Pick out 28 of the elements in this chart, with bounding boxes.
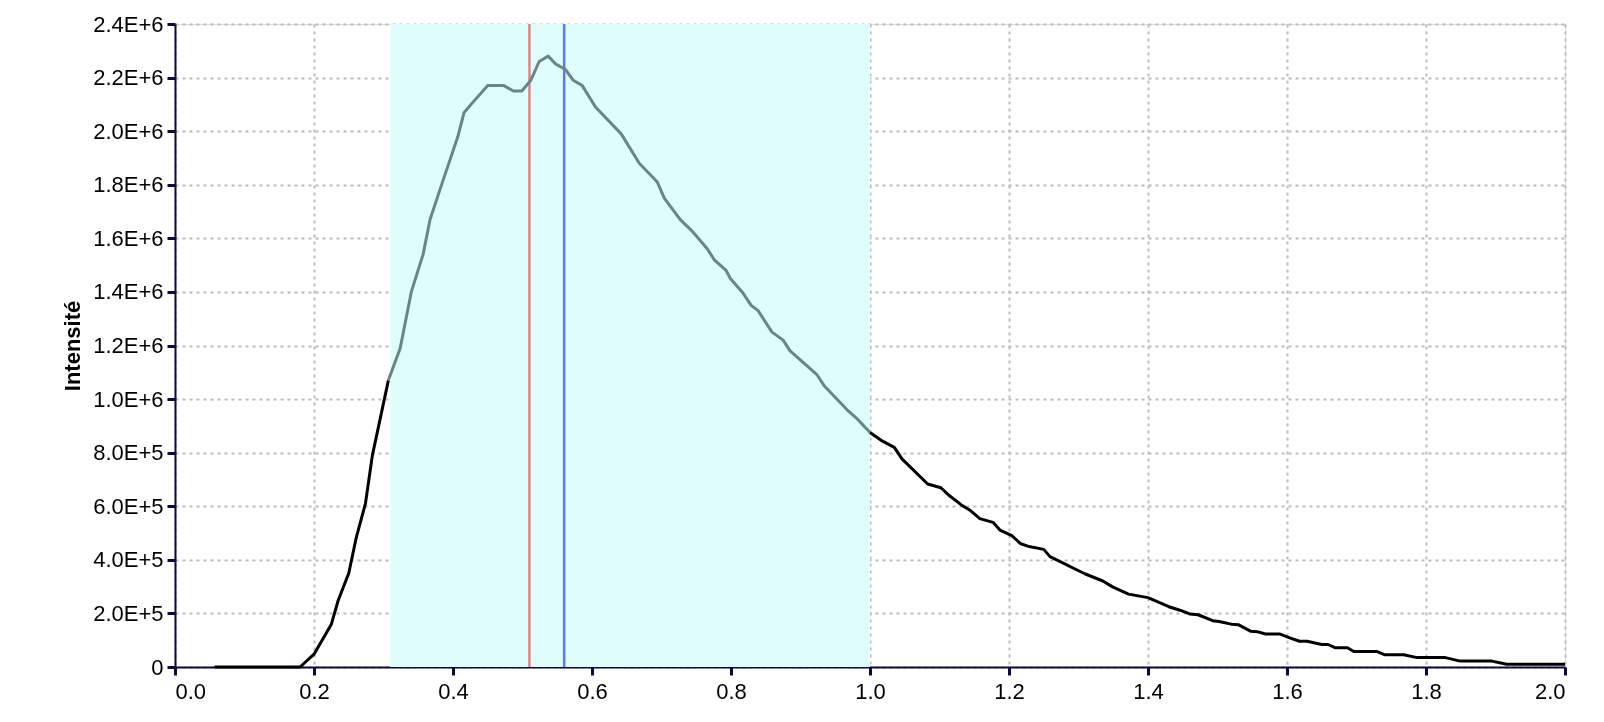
x-tick-label: 1.0 (855, 678, 886, 704)
x-tick-label: 0.0 (175, 678, 207, 704)
y-tick-label: 4.0E+5 (93, 547, 164, 573)
x-tick-label: 1.4 (1133, 678, 1164, 704)
x-tick-label: 0.6 (577, 678, 608, 704)
y-tick-label: 1.8E+6 (93, 172, 164, 198)
line-series (213, 378, 390, 669)
y-tick-label: 6.0E+5 (93, 493, 164, 519)
x-tick-label: 1.6 (1272, 678, 1303, 704)
x-tick-label: 2.0 (1534, 678, 1566, 704)
x-tick-label: 1.8 (1411, 678, 1442, 704)
y-tick-label: 8.0E+5 (93, 440, 164, 466)
y-tick-label: 2.4E+6 (93, 11, 164, 37)
y-tick-label: 2.0E+6 (93, 118, 164, 144)
x-tick-label: 0.4 (438, 678, 469, 704)
x-tick-label: 1.2 (994, 678, 1025, 704)
y-tick-label: 1.4E+6 (93, 279, 164, 305)
line-series (386, 54, 872, 435)
y-tick-label: 1.6E+6 (93, 225, 164, 251)
y-tick-label: 2.2E+6 (93, 65, 164, 91)
line-series (868, 431, 1567, 666)
y-tick-label: 1.0E+6 (93, 386, 164, 412)
y-tick-label: 2.0E+5 (93, 600, 164, 626)
y-tick-label: 0 (151, 654, 164, 680)
y-tick-label: 1.2E+6 (93, 333, 164, 358)
y-axis-title: Intensité (60, 300, 86, 392)
x-tick-label: 0.2 (299, 678, 330, 704)
x-tick-label: 0.8 (716, 678, 747, 704)
